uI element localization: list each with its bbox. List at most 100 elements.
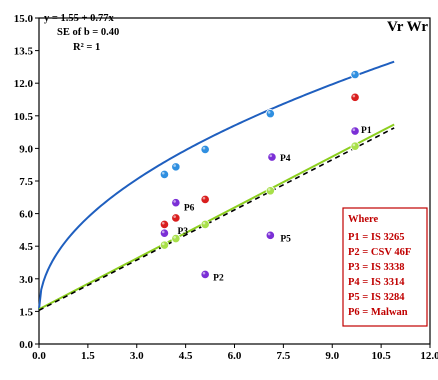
y-tick-label: 9.0: [19, 143, 33, 155]
y-tick-label: 13.5: [14, 46, 34, 58]
parabola-point: [350, 69, 360, 80]
regression-point-marker: [159, 219, 170, 230]
regression-equation: y = 1.55 + 0.77x: [44, 13, 114, 24]
legend-entry-p6: P6 = Malwan: [348, 307, 408, 318]
parabola-point: [171, 162, 181, 172]
y-tick-label: 12.0: [14, 78, 34, 90]
lower-line-point-marker: [159, 240, 170, 250]
y-tick-label: 0.0: [19, 339, 33, 351]
lower-line-point-marker: [200, 219, 210, 230]
parent-point-p1-marker: [350, 126, 360, 136]
lower-line: [38, 123, 395, 311]
parabola-point-marker: [200, 144, 210, 155]
limiting-parabola-curve: [38, 60, 395, 310]
x-tick-label: 12.0: [420, 350, 438, 362]
regression-point-highlight: [202, 196, 206, 200]
parabola-point-highlight: [267, 111, 271, 114]
parent-point-p6-marker: [171, 198, 181, 208]
regression-r2: R² = 1: [73, 42, 100, 53]
lower-line-point-highlight: [173, 235, 176, 239]
parabola-point: [200, 144, 210, 155]
y-tick-label: 3.0: [19, 274, 33, 286]
x-tick-label: 3.0: [130, 350, 144, 362]
parabola-point-highlight: [202, 146, 206, 150]
parabola-point: [159, 169, 170, 180]
lower-line-point: [265, 186, 275, 196]
regression-point-highlight: [161, 221, 165, 225]
parent-label-p2: P2: [213, 273, 224, 283]
x-tick-label: 0.0: [32, 350, 46, 362]
parent-point-p3-marker: [159, 228, 170, 238]
x-tick-label: 6.0: [228, 350, 242, 362]
parent-label-p1: P1: [361, 126, 372, 136]
lower-line-point: [350, 141, 360, 151]
parabola-point-marker: [350, 69, 360, 80]
parent-point-p4-highlight: [269, 154, 273, 158]
legend-entry-p4: P4 = IS 3314: [348, 277, 405, 288]
lower-line-point: [200, 219, 210, 230]
x-tick-label: 7.5: [277, 350, 291, 362]
y-tick-label: 10.5: [14, 111, 34, 123]
legend-entry-p3: P3 = IS 3338: [348, 262, 404, 273]
parabola-point-highlight: [352, 71, 356, 75]
parent-point-p6: [171, 198, 181, 208]
parent-point-p4-marker: [267, 152, 277, 162]
legend-entry-p5: P5 = IS 3284: [348, 292, 405, 303]
lower-line-point-highlight: [161, 242, 165, 246]
regression-point-highlight: [352, 94, 356, 98]
parabola-point: [265, 109, 275, 119]
lower-line-point-marker: [350, 141, 360, 151]
parent-label-p3: P3: [177, 227, 188, 237]
x-tick-label: 4.5: [179, 350, 193, 362]
curves-group: [38, 60, 395, 312]
lower-line-point: [159, 240, 170, 250]
parent-point-p2-highlight: [202, 271, 206, 275]
regression-point-marker: [171, 213, 181, 223]
y-tick-label: 4.5: [19, 241, 33, 253]
y-tick-label: 1.5: [19, 306, 33, 318]
axes-group: 0.0 1.5 3.0 4.5 6.0 7.5 9.0 10.5 12.0 0.0 1.5 3.0 4.…: [14, 13, 438, 362]
lower-line-point-marker: [265, 186, 275, 196]
lower-line-point-highlight: [352, 143, 356, 147]
regression-point-highlight: [173, 215, 176, 218]
lower-line-point-highlight: [202, 221, 206, 225]
parabola-point-highlight: [173, 164, 176, 167]
parent-point-p5: [265, 230, 275, 240]
legend-entry-p2: P2 = CSV 46F: [348, 247, 411, 258]
regression-point-marker: [350, 92, 360, 102]
parent-label-p6: P6: [184, 204, 195, 214]
parabola-point-highlight: [161, 171, 165, 175]
parabola-point-marker: [159, 169, 170, 180]
points-group: [159, 69, 360, 280]
regression-se: SE of b = 0.40: [57, 27, 119, 38]
parent-point-p2: [200, 269, 210, 280]
y-tick-label: 6.0: [19, 209, 33, 221]
parent-point-p5-highlight: [267, 232, 271, 236]
chart-title: Vr Wr: [387, 19, 428, 35]
lower-line-point: [171, 233, 181, 244]
parent-point-p2-marker: [200, 269, 210, 280]
regression-point: [350, 92, 360, 102]
x-tick-label: 10.5: [372, 350, 392, 362]
parent-point-p6-highlight: [173, 200, 176, 203]
x-tick-label: 1.5: [81, 350, 95, 362]
legend-title: Where: [348, 214, 378, 225]
parent-point-p5-marker: [265, 230, 275, 240]
x-tick-label: 9.0: [325, 350, 339, 362]
legend: Where P1 = IS 3265 P2 = CSV 46F P3 = IS …: [342, 207, 428, 327]
parent-label-p4: P4: [280, 154, 291, 164]
regression-point-marker: [200, 194, 210, 205]
regression-line: [38, 127, 395, 312]
y-tick-label: 15.0: [14, 13, 34, 25]
parabola-point-marker: [171, 162, 181, 172]
point-labels-group: P1 P2 P3 P4 P5 P6: [177, 126, 371, 283]
parent-point-p3-highlight: [161, 230, 165, 234]
parent-point-p3: [159, 228, 170, 238]
parent-point-p4: [267, 152, 277, 162]
parent-point-p1-highlight: [352, 128, 356, 132]
parabola-point-marker: [265, 109, 275, 119]
regression-point: [159, 219, 170, 230]
parent-point-p1: [350, 126, 360, 136]
